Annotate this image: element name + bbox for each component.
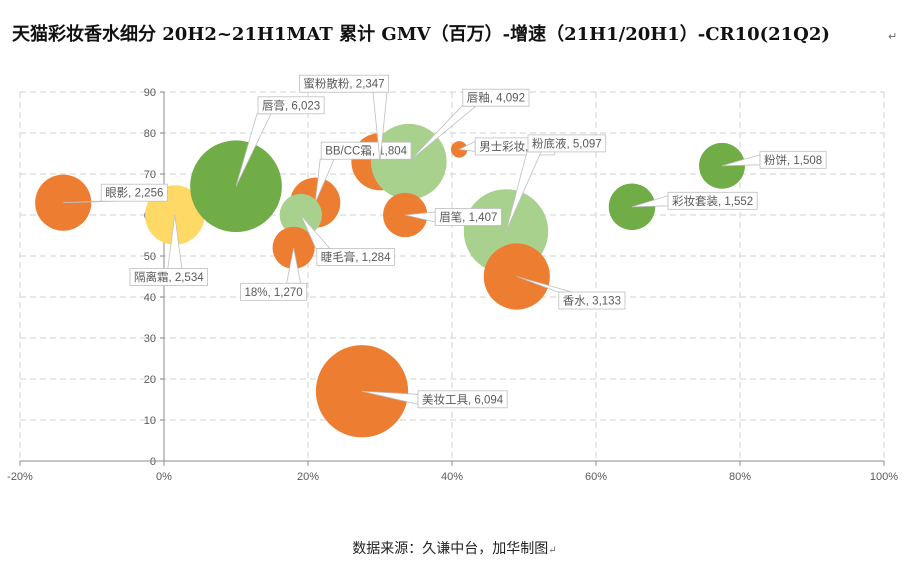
source-text: 数据来源：久谦中台，加华制图: [352, 541, 549, 557]
bubble-label: 粉底液, 5,097: [532, 136, 602, 150]
callout-box: [558, 291, 626, 310]
x-tick-label: 40%: [441, 471, 463, 483]
y-tick-label: 30: [144, 333, 156, 345]
y-tick-label: 40: [144, 292, 156, 304]
chart-title: 天猫彩妆香水细分 20H2~21H1MAT 累计 GMV（百万）-增速（21H1…: [12, 24, 830, 45]
y-tick-label: 50: [144, 251, 156, 263]
bubble-label: 18%, 1,270: [245, 287, 303, 299]
callout-box: [299, 74, 389, 93]
source-note: 数据来源：久谦中台，加华制图↵: [0, 538, 909, 558]
y-tick-label: 10: [144, 415, 156, 427]
y-tick-label: 70: [144, 169, 156, 181]
bubble-label: 蜜粉散粉, 2,347: [303, 77, 384, 91]
bubble-label: 香水, 3,133: [563, 295, 621, 308]
callout-box: [320, 141, 412, 160]
bubble-label: 睫毛膏, 1,284: [321, 250, 391, 264]
bubble-label: 粉饼, 1,508: [764, 153, 822, 167]
callouts: 眼影, 2,256 隔离霜, 2,534 唇膏, 6,023 BB/CC霜, 1,80…: [63, 74, 827, 409]
bubble-label: BB/CC霜, 1,804: [325, 145, 407, 158]
y-tick-label: 20: [144, 374, 156, 386]
y-tick-label: 0: [150, 456, 156, 468]
source-return-mark: ↵: [548, 545, 557, 556]
x-tick-label: 0%: [156, 471, 172, 483]
title-return-mark: ↵: [888, 30, 898, 43]
x-tick-label: -20%: [7, 471, 33, 483]
callout-box: [316, 248, 395, 266]
y-tick-label: 80: [144, 128, 156, 140]
bubble-label: 美妆工具, 6,094: [422, 392, 504, 406]
x-tick-label: 80%: [729, 471, 751, 483]
bubble-label: 眼影, 2,256: [105, 187, 163, 200]
bubble-label: 隔离霜, 2,534: [134, 270, 204, 284]
callout-box: [527, 134, 607, 153]
callout-box: [100, 183, 168, 202]
bubble-label: 唇釉, 4,092: [467, 91, 525, 105]
callout-box: [434, 208, 502, 226]
bubble-label: 彩妆套装, 1,552: [672, 195, 753, 208]
callout-box: [667, 191, 758, 210]
callout-box: [759, 150, 827, 169]
bubble-chart: 0102030405060708090-20%0%20%40%60%80%100…: [7, 74, 898, 483]
callout-box: [417, 390, 508, 409]
callout-box: [129, 268, 209, 286]
y-tick-label: 90: [144, 87, 156, 99]
callout-box: [240, 282, 308, 301]
bubble-label: 唇膏, 6,023: [262, 98, 320, 112]
x-tick-label: 60%: [585, 471, 607, 483]
callout-box: [462, 88, 530, 107]
bubble-label: 眉笔, 1,407: [439, 210, 497, 224]
x-tick-label: 20%: [297, 471, 319, 483]
x-tick-label: 100%: [870, 471, 898, 483]
callout-box: [257, 96, 325, 115]
